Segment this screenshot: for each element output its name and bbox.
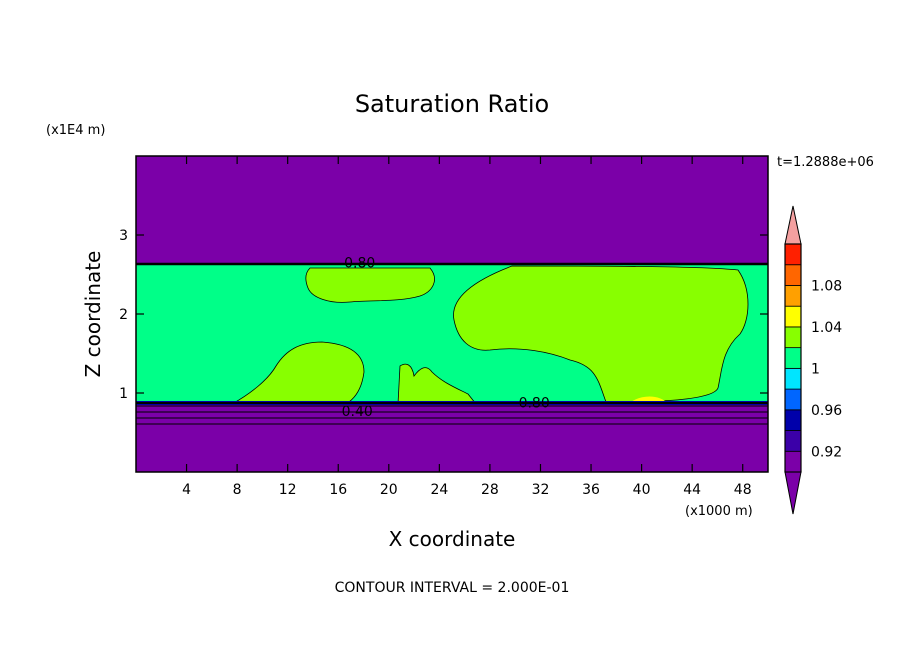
lower-dry-region (136, 402, 768, 472)
x-axis: 4 8 12 16 20 24 28 32 36 40 44 48 (182, 156, 752, 498)
x-tick-label: 28 (481, 482, 499, 498)
x-tick-label: 16 (329, 482, 347, 498)
colorbar-swatch (784, 388, 802, 411)
colorbar-swatch (784, 347, 802, 369)
x-unit-label: (x1000 m) (685, 504, 753, 519)
colorbar: 0.92 0.96 1 1.04 1.08 (784, 205, 842, 515)
x-tick-label: 44 (683, 482, 701, 498)
colorbar-swatch (784, 285, 802, 307)
colorbar-swatch (784, 450, 802, 473)
colorbar-swatch (784, 409, 802, 431)
contour-label: 0.80 (344, 256, 375, 272)
cloud-patch-left (305, 267, 435, 303)
colorbar-swatch (784, 264, 802, 286)
time-label: t=1.2888e+06 (777, 155, 874, 170)
colorbar-swatch (784, 367, 802, 390)
x-axis-label: X coordinate (389, 527, 516, 551)
x-tick-label: 24 (430, 482, 448, 498)
colorbar-swatch (784, 243, 802, 266)
x-tick-label: 8 (233, 482, 242, 498)
y-unit-label: (x1E4 m) (46, 123, 105, 138)
colorbar-label: 0.92 (811, 444, 842, 460)
x-tick-label: 4 (182, 482, 191, 498)
x-tick-label: 40 (633, 482, 651, 498)
cloud-patch-column (230, 341, 365, 405)
contour-label: 0.40 (342, 404, 373, 420)
x-tick-label: 36 (582, 482, 600, 498)
colorbar-label: 1.08 (811, 278, 842, 294)
colorbar-label: 1.04 (811, 320, 842, 336)
colorbar-label: 1 (811, 361, 820, 377)
colorbar-swatch (784, 326, 802, 349)
y-tick-label: 3 (119, 228, 128, 244)
x-tick-label: 20 (380, 482, 398, 498)
colorbar-under-arrow (784, 471, 802, 515)
upper-dry-region (136, 156, 768, 264)
contour-field (136, 156, 768, 472)
y-tick-label: 1 (119, 386, 128, 402)
x-tick-label: 32 (532, 482, 550, 498)
y-axis: 1 2 3 (119, 228, 768, 402)
x-tick-label: 48 (734, 482, 752, 498)
chart-title: Saturation Ratio (355, 90, 549, 118)
colorbar-swatch (784, 305, 802, 328)
contour-labels: 0.80 0.80 0.40 (342, 256, 550, 421)
colorbar-label: 0.96 (811, 403, 842, 419)
colorbar-frame (784, 243, 802, 473)
x-tick-label: 12 (279, 482, 297, 498)
cloud-patch-small (397, 363, 477, 405)
colorbar-over-arrow (784, 205, 802, 245)
contour-label: 0.80 (519, 395, 550, 411)
contour-interval-footer: CONTOUR INTERVAL = 2.000E-01 (335, 580, 570, 596)
y-tick-label: 2 (119, 307, 128, 323)
y-axis-label: Z coordinate (81, 251, 105, 378)
colorbar-swatch (784, 430, 802, 452)
